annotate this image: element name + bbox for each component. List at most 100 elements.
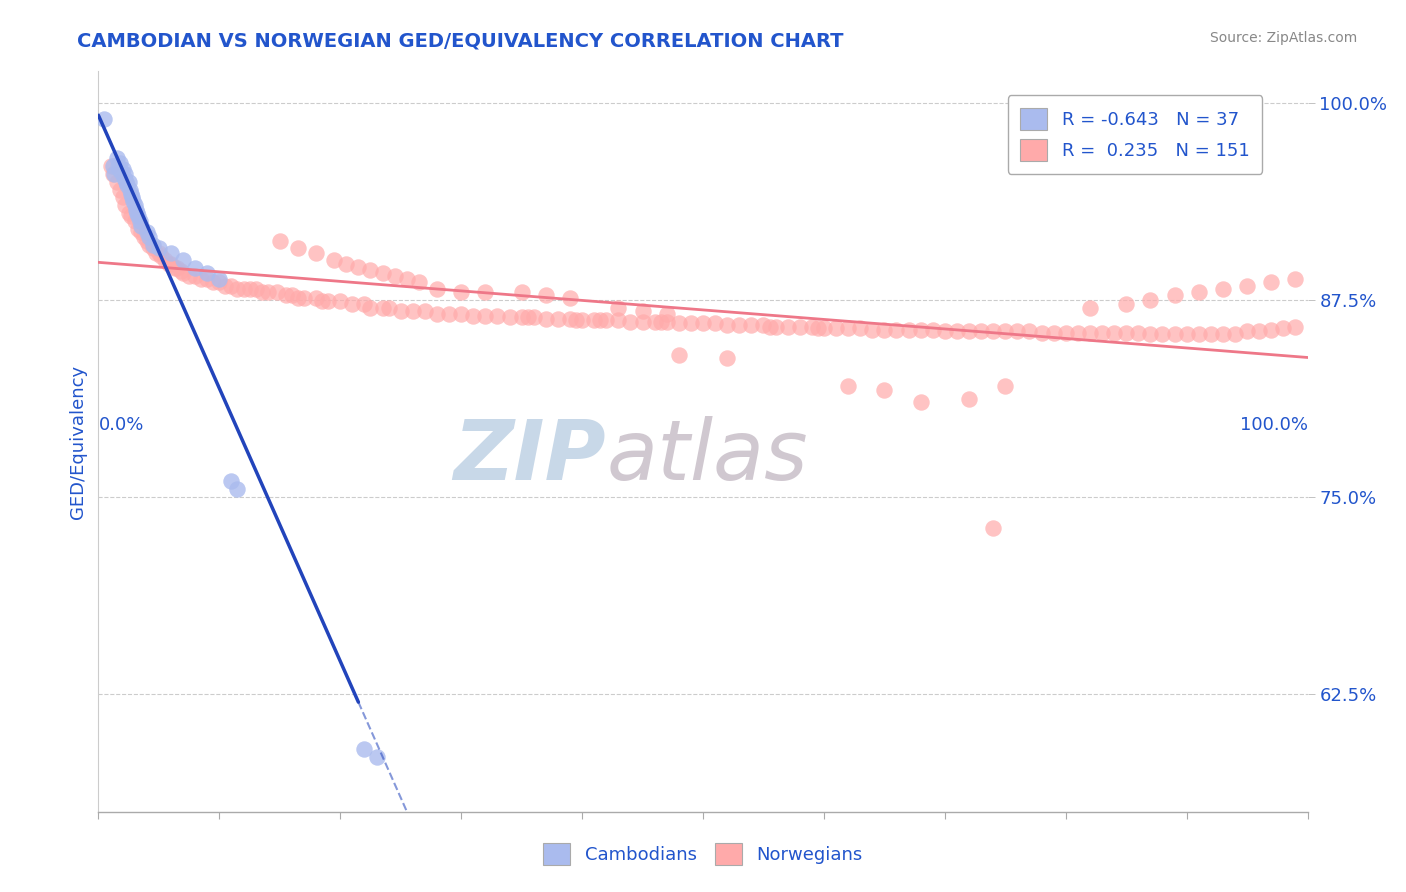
Point <box>214 278 236 293</box>
Point <box>595 313 617 327</box>
Point <box>221 474 243 488</box>
Point <box>108 161 131 176</box>
Point <box>655 307 678 321</box>
Point <box>138 237 160 252</box>
Y-axis label: GED/Equivalency: GED/Equivalency <box>69 365 87 518</box>
Point <box>1115 297 1137 311</box>
Point <box>679 317 702 331</box>
Point <box>1078 326 1101 340</box>
Point <box>1260 276 1282 290</box>
Point <box>450 285 472 299</box>
Point <box>111 190 134 204</box>
Point <box>583 313 606 327</box>
Point <box>1212 282 1234 296</box>
Point <box>655 315 678 329</box>
Point <box>463 309 485 323</box>
Point <box>160 245 183 260</box>
Point <box>516 310 538 324</box>
Point <box>1223 327 1246 342</box>
Point <box>740 318 762 332</box>
Point <box>163 261 186 276</box>
Text: CAMBODIAN VS NORWEGIAN GED/EQUIVALENCY CORRELATION CHART: CAMBODIAN VS NORWEGIAN GED/EQUIVALENCY C… <box>77 31 844 50</box>
Point <box>970 324 993 338</box>
Point <box>860 323 883 337</box>
Point <box>239 282 262 296</box>
Point <box>115 175 138 189</box>
Point <box>125 202 148 217</box>
Point <box>752 318 775 332</box>
Point <box>292 291 315 305</box>
Point <box>305 245 328 260</box>
Point <box>360 263 382 277</box>
Point <box>1128 326 1150 340</box>
Point <box>1018 324 1040 338</box>
Point <box>800 319 823 334</box>
Point <box>371 301 394 315</box>
Point <box>202 276 225 290</box>
Point <box>994 379 1017 393</box>
Text: atlas: atlas <box>606 416 808 497</box>
Point <box>1139 293 1161 307</box>
Point <box>114 198 136 212</box>
Point <box>934 324 956 338</box>
Point <box>644 315 666 329</box>
Point <box>389 303 412 318</box>
Point <box>371 266 394 280</box>
Point <box>395 272 418 286</box>
Point <box>765 319 787 334</box>
Point <box>93 112 115 126</box>
Point <box>994 324 1017 338</box>
Point <box>160 256 183 270</box>
Point <box>195 266 218 280</box>
Point <box>118 182 141 196</box>
Point <box>117 178 139 192</box>
Point <box>366 749 388 764</box>
Point <box>849 321 872 335</box>
Point <box>813 321 835 335</box>
Point <box>208 272 231 286</box>
Point <box>1284 272 1306 286</box>
Point <box>266 285 288 299</box>
Point <box>668 317 690 331</box>
Point <box>1091 326 1114 340</box>
Point <box>474 285 496 299</box>
Point <box>1163 327 1185 342</box>
Point <box>360 301 382 315</box>
Point <box>946 324 969 338</box>
Point <box>957 392 980 406</box>
Point <box>558 291 581 305</box>
Point <box>226 482 249 496</box>
Point <box>631 303 654 318</box>
Point <box>172 266 194 280</box>
Point <box>716 351 738 365</box>
Point <box>135 225 157 239</box>
Point <box>100 159 122 173</box>
Text: ZIP: ZIP <box>454 416 606 497</box>
Point <box>807 321 830 335</box>
Point <box>650 315 672 329</box>
Point <box>886 323 908 337</box>
Point <box>1199 327 1222 342</box>
Point <box>607 301 630 315</box>
Point <box>523 310 546 324</box>
Point <box>127 209 149 223</box>
Point <box>269 235 291 249</box>
Point <box>486 309 509 323</box>
Point <box>408 276 430 290</box>
Point <box>981 521 1004 535</box>
Point <box>166 261 188 276</box>
Point <box>510 310 533 324</box>
Point <box>873 323 896 337</box>
Point <box>1007 324 1029 338</box>
Point <box>184 261 207 276</box>
Point <box>1260 323 1282 337</box>
Point <box>776 319 799 334</box>
Point <box>437 307 460 321</box>
Point <box>384 269 406 284</box>
Point <box>221 278 243 293</box>
Point <box>105 175 128 189</box>
Point <box>148 245 170 260</box>
Point <box>1163 288 1185 302</box>
Point <box>565 313 588 327</box>
Point <box>426 282 449 296</box>
